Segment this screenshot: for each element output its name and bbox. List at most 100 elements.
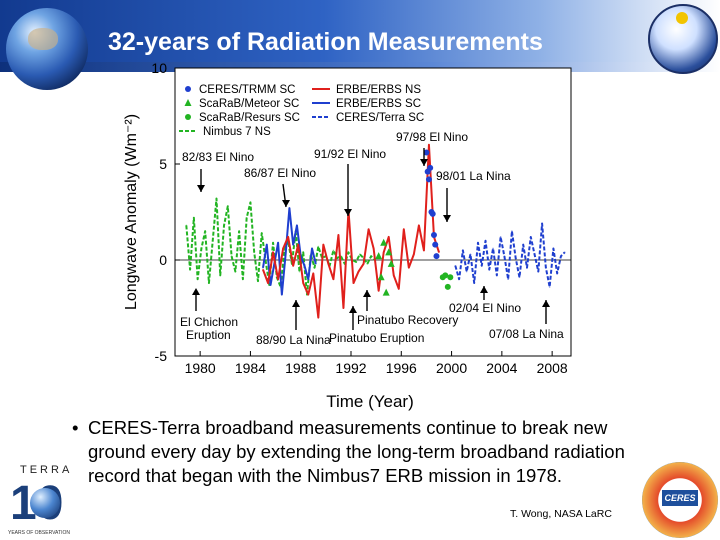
data-point — [430, 232, 437, 239]
earth-globe-icon — [6, 8, 88, 90]
data-point — [560, 255, 562, 257]
data-point — [382, 251, 385, 254]
data-point — [219, 274, 222, 277]
arrow-head — [420, 159, 428, 166]
data-point — [533, 253, 536, 256]
bullet-point: • CERES-Terra broadband measurements con… — [72, 416, 644, 488]
data-point — [458, 278, 460, 281]
data-point — [488, 268, 491, 271]
y-tick-label: 5 — [159, 156, 167, 172]
data-point — [287, 236, 289, 238]
data-point — [514, 257, 517, 259]
data-point — [552, 247, 555, 250]
legend-label: Nimbus 7 NS — [203, 126, 271, 138]
data-point — [537, 270, 540, 273]
data-point — [375, 252, 383, 260]
data-point — [317, 245, 320, 248]
data-point — [313, 266, 316, 269]
data-point — [332, 249, 335, 252]
x-tick-label: 2004 — [486, 360, 517, 376]
plot-frame — [174, 67, 572, 357]
data-point — [260, 232, 263, 234]
data-point — [385, 248, 393, 256]
data-point — [298, 270, 301, 273]
data-point — [185, 224, 188, 227]
data-point — [204, 230, 206, 232]
data-point — [357, 270, 360, 273]
data-point — [312, 272, 315, 275]
data-point — [208, 282, 210, 284]
slide-title: 32-years of Radiation Measurements — [108, 28, 543, 56]
arrow-head — [443, 215, 451, 222]
data-point — [296, 224, 298, 227]
data-point — [428, 144, 430, 146]
data-point — [322, 243, 325, 246]
data-point — [380, 238, 388, 246]
data-point — [423, 149, 430, 156]
ceres-logo: CERES — [642, 462, 718, 538]
legend-label: ERBE/ERBS NS — [336, 84, 421, 96]
series-line — [454, 222, 566, 288]
data-point — [311, 247, 313, 250]
y-tick-label: 0 — [159, 252, 167, 268]
arrow-head — [344, 209, 352, 216]
data-point — [454, 264, 457, 267]
data-point — [277, 278, 279, 281]
data-point — [511, 230, 513, 232]
data-point — [265, 243, 268, 246]
data-point — [507, 278, 509, 281]
data-point — [413, 253, 415, 256]
data-point — [282, 247, 284, 250]
data-point — [432, 241, 439, 248]
data-point — [545, 266, 547, 269]
data-point — [392, 274, 395, 277]
data-point — [362, 263, 365, 265]
y-axis-label: Longwave Anomaly (Wm⁻²) — [123, 114, 140, 310]
x-tick-label: 1988 — [285, 360, 316, 376]
series-line — [185, 197, 376, 296]
data-point — [355, 261, 357, 263]
data-point — [499, 236, 502, 238]
title-bar — [0, 0, 720, 72]
data-point — [272, 241, 274, 244]
data-point — [249, 201, 252, 204]
data-point — [408, 266, 410, 269]
x-axis-label: Time (Year) — [326, 392, 414, 411]
arrow-head — [349, 306, 357, 313]
data-point — [359, 253, 361, 256]
data-point — [529, 236, 532, 238]
data-point — [429, 210, 436, 217]
data-point — [367, 228, 370, 231]
legend-label: CERES/Terra SC — [336, 112, 424, 124]
data-point — [189, 268, 191, 271]
terra-word: TERRA — [20, 464, 73, 476]
data-point — [541, 222, 543, 225]
bullet-text: CERES-Terra broadband measurements conti… — [88, 417, 625, 486]
data-point — [387, 236, 390, 238]
arrow-head — [363, 290, 371, 297]
annotation-label: 97/98 El Nino — [396, 130, 468, 144]
data-point — [245, 216, 248, 219]
data-point — [332, 278, 335, 281]
data-point — [418, 224, 420, 227]
data-point — [377, 289, 380, 292]
y-tick-label: -5 — [155, 348, 168, 364]
nasa-seal-icon — [648, 4, 718, 74]
data-point — [377, 273, 385, 281]
data-point — [230, 255, 233, 257]
data-point — [484, 240, 487, 242]
arrow-head — [197, 185, 205, 192]
data-point — [337, 234, 340, 236]
x-tick-label: 2000 — [436, 360, 467, 376]
annotation-label: El Chichon — [180, 315, 238, 329]
annotation-label: 91/92 El Nino — [314, 147, 386, 161]
data-point — [427, 164, 434, 171]
data-point — [548, 286, 551, 288]
globe-land — [28, 28, 58, 50]
legend-label: ERBE/ERBS SC — [336, 98, 421, 110]
annotation-label: Pinatubo Eruption — [329, 331, 424, 345]
data-point — [317, 316, 320, 319]
x-tick-label: 2008 — [537, 360, 568, 376]
data-point — [372, 247, 375, 250]
arrow-head — [282, 200, 290, 207]
